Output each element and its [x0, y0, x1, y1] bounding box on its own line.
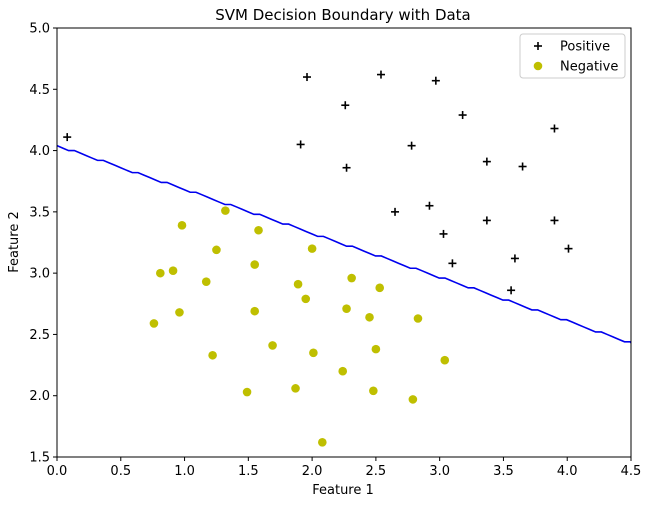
negative-point: [201, 277, 211, 287]
negative-point: [293, 279, 303, 289]
positive-point: [518, 162, 527, 171]
x-axis-label: Feature 1: [312, 483, 374, 498]
positive-point: [550, 124, 559, 133]
y-tick-label: 3.0: [29, 267, 50, 282]
positive-point: [407, 141, 416, 150]
y-tick-label: 1.5: [29, 451, 50, 466]
positive-point: [510, 254, 519, 263]
legend-label: Negative: [560, 60, 618, 75]
negative-point: [375, 283, 385, 293]
negative-point: [440, 355, 450, 365]
negative-point: [149, 319, 159, 328]
positive-point: [63, 133, 72, 142]
y-tick-label: 4.0: [29, 144, 50, 159]
negative-point: [307, 244, 317, 253]
negative-point: [177, 221, 187, 230]
x-tick-label: 4.5: [621, 464, 642, 479]
negative-point: [291, 384, 300, 393]
negative-point: [318, 437, 327, 447]
negative-point: [268, 341, 277, 350]
negative-point: [250, 306, 260, 316]
y-tick-label: 2.5: [29, 328, 50, 343]
negative-point: [168, 266, 178, 275]
positive-point: [448, 259, 457, 268]
negative-point: [413, 314, 423, 323]
positive-point: [376, 70, 385, 79]
negative-point: [338, 366, 348, 376]
negative-point: [250, 260, 260, 269]
negative-point: [408, 395, 418, 404]
axes: 0.0 0.5 1.0 1.5 2.0 2.5 3.0 3.5 4.0 4.5 1.5 2.0 2.5 3…: [29, 22, 641, 480]
y-tick-label: 3.5: [29, 205, 50, 220]
negative-point: [175, 308, 184, 317]
series-negative: [149, 206, 450, 447]
x-tick-label: 3.0: [429, 464, 450, 479]
negative-point: [242, 387, 252, 397]
x-tick-label: 0.0: [47, 464, 68, 479]
x-tick-label: 0.5: [110, 464, 131, 479]
y-tick-label: 5.0: [29, 22, 50, 37]
legend-label: Positive: [560, 40, 610, 55]
negative-point: [371, 344, 381, 354]
negative-point: [156, 268, 165, 278]
positive-point: [391, 207, 400, 216]
positive-point: [425, 201, 434, 210]
decision-boundary-line: [57, 144, 631, 344]
y-tick-label: 2.0: [29, 389, 50, 404]
legend-item-positive: Positive: [534, 40, 610, 55]
positive-point: [482, 216, 491, 225]
negative-point: [369, 386, 378, 396]
positive-point: [458, 111, 467, 120]
negative-point: [254, 225, 263, 235]
positive-point: [296, 140, 305, 149]
x-tick-label: 1.0: [174, 464, 195, 479]
x-tick-label: 3.5: [493, 464, 514, 479]
legend: Positive Negative: [519, 33, 626, 79]
x-tick-label: 4.0: [557, 464, 578, 479]
plot-frame: [56, 27, 632, 458]
negative-point: [221, 206, 230, 215]
negative-point: [347, 273, 356, 283]
series-positive: [63, 70, 573, 295]
negative-point: [208, 350, 217, 360]
positive-point: [342, 163, 351, 172]
negative-point: [342, 304, 351, 313]
negative-point: [301, 294, 311, 304]
positive-point: [431, 76, 440, 85]
positive-point: [303, 73, 312, 82]
x-tick-label: 2.5: [366, 464, 387, 479]
legend-item-negative: Negative: [533, 60, 618, 75]
negative-point: [365, 312, 374, 322]
positive-point: [341, 101, 350, 110]
y-axis-label: Feature 2: [7, 211, 22, 273]
legend-marker: [533, 61, 543, 71]
positive-point: [550, 216, 559, 225]
negative-point: [212, 245, 221, 255]
negative-point: [309, 348, 318, 358]
x-tick-label: 2.0: [302, 464, 323, 479]
legend-box: [519, 33, 626, 79]
x-tick-label: 1.5: [238, 464, 259, 479]
chart-title: SVM Decision Boundary with Data: [215, 6, 471, 24]
positive-point: [482, 157, 491, 166]
positive-point: [564, 244, 573, 253]
positive-point: [439, 229, 448, 238]
positive-point: [507, 286, 516, 295]
y-tick-label: 4.5: [29, 83, 50, 98]
plot-area: [57, 70, 631, 447]
